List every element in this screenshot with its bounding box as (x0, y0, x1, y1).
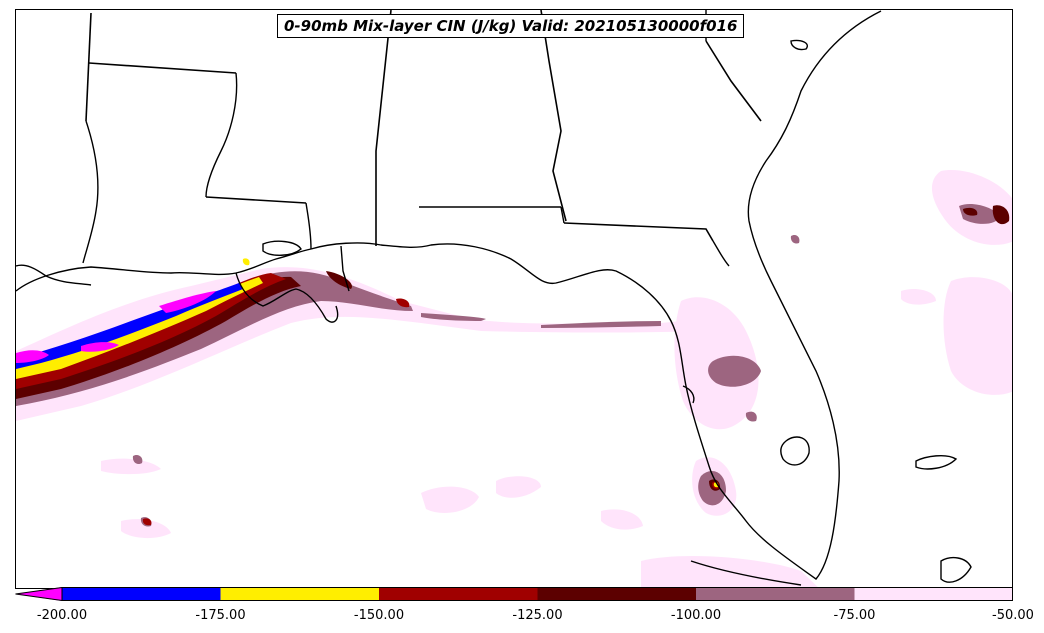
atlantic-east-pink (943, 277, 1012, 395)
florida-mauve-1 (708, 355, 761, 387)
colorbar-outline (61, 587, 1013, 601)
cin-map (16, 10, 1012, 588)
colorbar-tick-label: -200.00 (36, 608, 88, 623)
la-ms-lower (305, 202, 312, 250)
bahamas-2 (940, 556, 972, 583)
colorbar (15, 587, 1013, 601)
ms-al-border (375, 10, 392, 246)
colorbar-under-extension (15, 587, 62, 601)
ms-yellow-dot (242, 258, 250, 266)
la-southern-coast (16, 264, 92, 286)
colorbar-bin-3 (537, 587, 696, 601)
atlantic-blob-1 (901, 289, 936, 305)
coast-mauve-strip (541, 321, 661, 328)
atlantic-blob-2 (961, 309, 990, 326)
atl-darkred-2 (992, 205, 1010, 225)
colorbar-extension-outline (15, 587, 63, 601)
gulf-magenta-2 (81, 342, 119, 352)
gulf-blob-2 (496, 476, 541, 498)
al-ga-upper (560, 206, 565, 224)
bahamas-1 (915, 454, 958, 470)
coast-darkred-1 (326, 271, 352, 289)
gulf-mauve-dot-1 (132, 454, 143, 465)
keys (690, 560, 802, 586)
coastline (16, 10, 972, 586)
gulf-magenta-3 (159, 291, 216, 313)
gulf-blob-4 (121, 519, 171, 539)
atlantic-mauve-2 (790, 234, 800, 244)
ark-la-line (88, 62, 237, 74)
atl-darkred-1 (963, 207, 978, 216)
colorbar-bin-5 (854, 587, 1013, 601)
cin-light-shading (16, 170, 1012, 588)
la-ms-al-coast (16, 10, 882, 580)
lake-okeechobee (780, 436, 810, 466)
colorbar-tick-label: -175.00 (195, 608, 246, 623)
colorbar-bin-4 (696, 587, 855, 601)
gulf-blob-3 (101, 458, 161, 475)
atlantic-mauve-3 (745, 411, 757, 422)
gulf-mauve-band (16, 271, 413, 406)
ga-fl-border (563, 222, 714, 242)
colorbar-tick-label: -100.00 (670, 608, 722, 623)
gulf-blob-5 (601, 509, 643, 530)
coast-red-1 (396, 298, 410, 308)
tampa-bay (682, 385, 695, 404)
map-title: 0-90mb Mix-layer CIN (J/kg) Valid: 20210… (277, 14, 745, 38)
state-borders (85, 10, 762, 246)
al-ga-border (540, 10, 567, 222)
sc-islands (790, 39, 808, 51)
colorbar-bin-2 (379, 587, 538, 601)
cin-magenta-shading (16, 291, 216, 363)
colorbar-tick-label: -150.00 (353, 608, 405, 623)
map-panel (15, 9, 1013, 589)
la-ms-border-lower (205, 196, 307, 204)
lake-pontchartrain (262, 240, 302, 256)
gulf-blob-1 (421, 486, 479, 513)
fl-gulf-inlets (712, 240, 730, 267)
ga-sc-border (705, 40, 762, 122)
colorbar-tick-label: -75.00 (833, 608, 876, 623)
colorbar-tick-label: -125.00 (512, 608, 563, 623)
gulf-magenta-1 (16, 350, 49, 363)
mobile-bay (340, 245, 350, 292)
cin-darkred-shading (16, 205, 1010, 491)
la-east-line (85, 12, 92, 122)
colorbar-bin-0 (62, 587, 221, 601)
colorbar-bin-1 (220, 587, 379, 601)
la-ms-river (205, 72, 238, 198)
colorbar-tick-label: -50.00 (992, 608, 1034, 623)
ms-river-delta (235, 272, 339, 323)
big-bend-mauve (421, 313, 486, 321)
miss-river-nw (82, 120, 99, 264)
gulf-red-dot-1 (142, 518, 152, 526)
